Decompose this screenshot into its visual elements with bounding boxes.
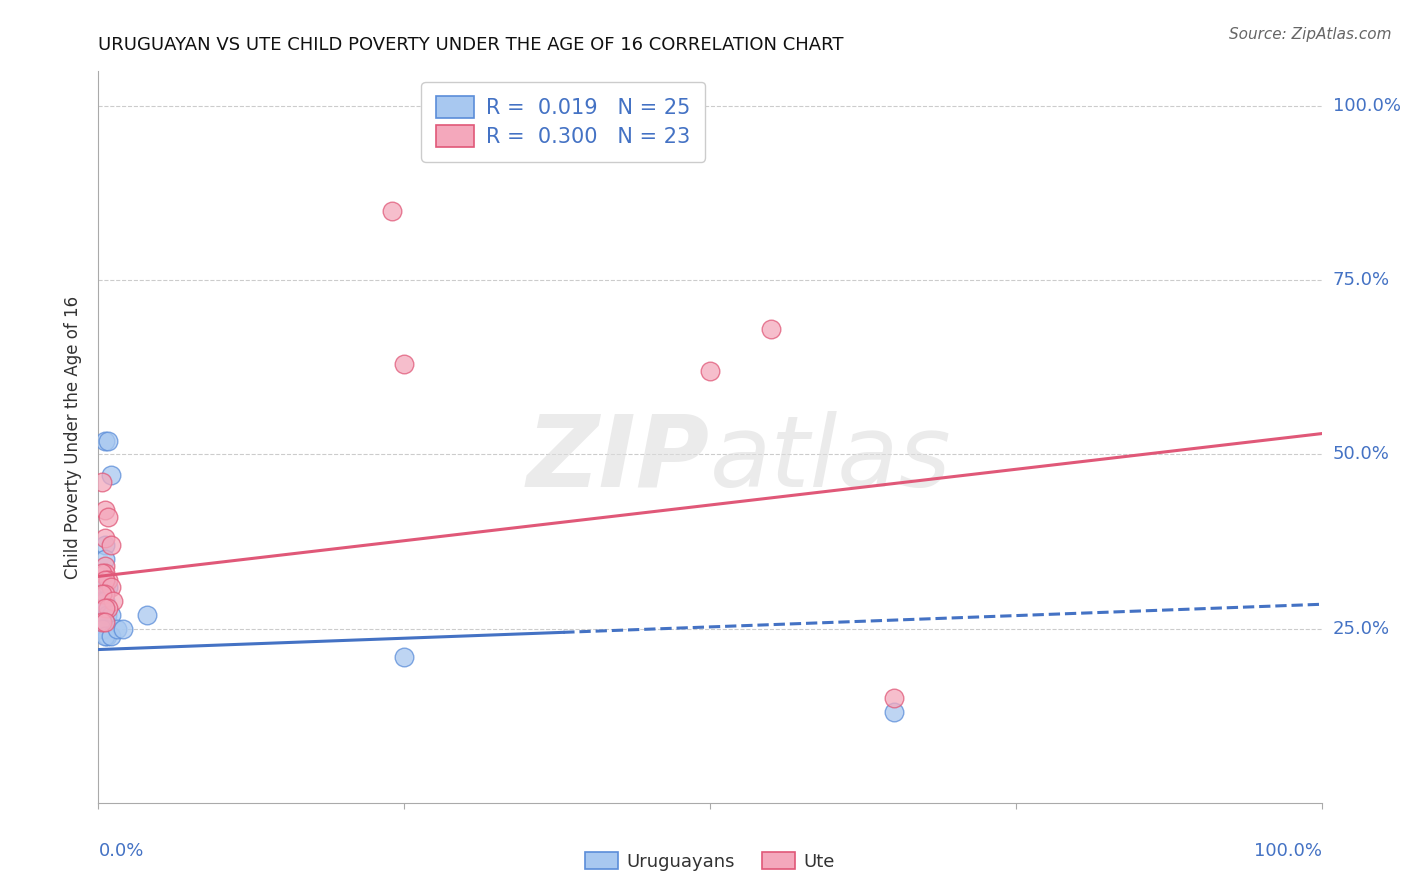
Point xyxy=(883,705,905,719)
Point xyxy=(93,558,115,573)
Point xyxy=(381,203,404,218)
Point xyxy=(392,649,416,664)
Point xyxy=(93,622,115,636)
Point xyxy=(111,622,134,636)
Point xyxy=(93,566,115,580)
Point xyxy=(101,594,124,608)
Point xyxy=(883,691,905,706)
Text: 0.0%: 0.0% xyxy=(98,842,143,860)
Point xyxy=(100,580,122,594)
Point xyxy=(91,566,114,580)
Point xyxy=(93,580,115,594)
Point xyxy=(699,364,721,378)
Point xyxy=(100,468,122,483)
Point xyxy=(392,357,416,371)
Point xyxy=(93,552,115,566)
Point xyxy=(93,594,115,608)
Point xyxy=(100,607,122,622)
Text: 25.0%: 25.0% xyxy=(1333,620,1391,638)
Point xyxy=(91,594,114,608)
Point xyxy=(761,322,783,336)
Text: 50.0%: 50.0% xyxy=(1333,445,1389,464)
Point xyxy=(100,629,122,643)
Text: ZIP: ZIP xyxy=(527,410,710,508)
Point xyxy=(97,434,120,448)
Point xyxy=(91,615,114,629)
Point xyxy=(96,629,118,643)
Point xyxy=(97,580,120,594)
Point xyxy=(100,538,122,552)
Text: atlas: atlas xyxy=(710,410,952,508)
Legend: Uruguayans, Ute: Uruguayans, Ute xyxy=(578,846,842,878)
Point xyxy=(93,629,115,643)
Point xyxy=(91,475,114,490)
Point xyxy=(97,600,120,615)
Point xyxy=(105,622,128,636)
Point xyxy=(97,573,120,587)
Point xyxy=(93,538,115,552)
Point xyxy=(93,615,115,629)
Point xyxy=(91,587,114,601)
Text: 100.0%: 100.0% xyxy=(1333,97,1400,115)
Point xyxy=(136,607,159,622)
Point xyxy=(93,573,115,587)
Y-axis label: Child Poverty Under the Age of 16: Child Poverty Under the Age of 16 xyxy=(65,295,83,579)
Text: 75.0%: 75.0% xyxy=(1333,271,1391,289)
Point xyxy=(91,600,114,615)
Point xyxy=(93,587,115,601)
Point xyxy=(93,434,115,448)
Point xyxy=(93,600,115,615)
Text: 100.0%: 100.0% xyxy=(1254,842,1322,860)
Point xyxy=(96,607,118,622)
Point xyxy=(93,503,115,517)
Text: Source: ZipAtlas.com: Source: ZipAtlas.com xyxy=(1229,27,1392,42)
Point xyxy=(97,510,120,524)
Point xyxy=(93,615,115,629)
Text: URUGUAYAN VS UTE CHILD POVERTY UNDER THE AGE OF 16 CORRELATION CHART: URUGUAYAN VS UTE CHILD POVERTY UNDER THE… xyxy=(98,36,844,54)
Point xyxy=(91,615,114,629)
Point xyxy=(93,531,115,545)
Point xyxy=(93,600,115,615)
Point xyxy=(91,622,114,636)
